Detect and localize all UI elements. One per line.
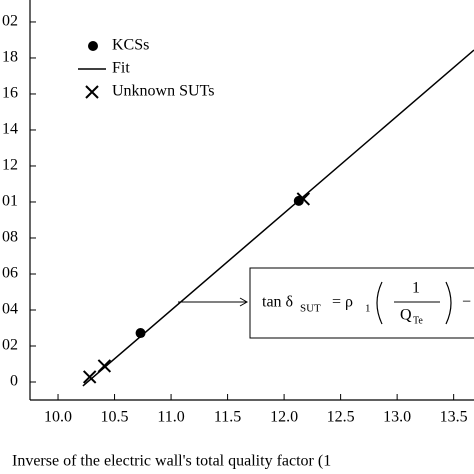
x-tick-label: 10.5 xyxy=(101,409,129,426)
eq-denominator-sub: Te xyxy=(413,315,423,326)
eq-rhs-sub: 1 xyxy=(365,303,371,315)
annotation-box xyxy=(249,267,474,339)
x-tick-label: 12.0 xyxy=(270,409,298,426)
x-tick-label: 12.5 xyxy=(327,409,355,426)
point xyxy=(296,192,311,206)
legend-label: Fit xyxy=(112,60,130,77)
y-tick-label: 04 xyxy=(2,301,18,318)
legend-label: KCSs xyxy=(112,37,149,54)
y-tick-label: 16 xyxy=(2,85,18,102)
point xyxy=(97,359,112,373)
y-tick-label: 08 xyxy=(2,229,18,246)
y-tick-label: 12 xyxy=(2,157,18,174)
fit-line xyxy=(82,49,474,387)
y-tick-label: 06 xyxy=(2,265,18,282)
legend-marker xyxy=(88,41,98,51)
eq-rhs: = ρ xyxy=(332,294,353,311)
x-axis-label: Inverse of the electric wall's total qua… xyxy=(12,453,331,470)
x-tick-label: 13.5 xyxy=(440,409,468,426)
paren-close xyxy=(445,281,452,325)
eq-denominator: Q xyxy=(400,307,412,324)
x-tick-label: 10.0 xyxy=(44,409,72,426)
eq-lhs-sub: SUT xyxy=(300,303,321,315)
x-tick-label: 13.0 xyxy=(383,409,411,426)
y-tick-label: 18 xyxy=(2,49,18,66)
y-tick-label: 01 xyxy=(2,193,18,210)
annotation: tan δ SUT = ρ 1 1 Q Te − xyxy=(178,267,474,339)
y-tick-label: 02 xyxy=(2,13,18,30)
eq-lhs: tan δ xyxy=(262,294,293,311)
legend-label: Unknown SUTs xyxy=(112,83,214,100)
eq-tail: − xyxy=(462,294,471,311)
point xyxy=(135,328,146,339)
y-tick-label: 02 xyxy=(2,337,18,354)
x-tick-label: 11.0 xyxy=(157,409,184,426)
x-tick-label: 11.5 xyxy=(214,409,241,426)
paren-open xyxy=(376,281,383,325)
point xyxy=(82,370,97,384)
eq-numerator: 1 xyxy=(412,280,420,297)
y-tick-label: 14 xyxy=(2,121,18,138)
y-tick-label: 0 xyxy=(10,373,18,390)
legend-marker xyxy=(85,85,99,99)
arrow-head xyxy=(239,297,249,307)
